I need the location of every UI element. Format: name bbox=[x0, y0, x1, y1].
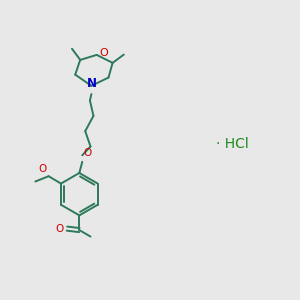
Text: O: O bbox=[38, 164, 46, 174]
Text: O: O bbox=[56, 224, 64, 234]
Text: O: O bbox=[84, 148, 92, 158]
Text: N: N bbox=[86, 77, 96, 90]
Text: · HCl: · HCl bbox=[216, 137, 249, 151]
Text: O: O bbox=[99, 48, 108, 59]
